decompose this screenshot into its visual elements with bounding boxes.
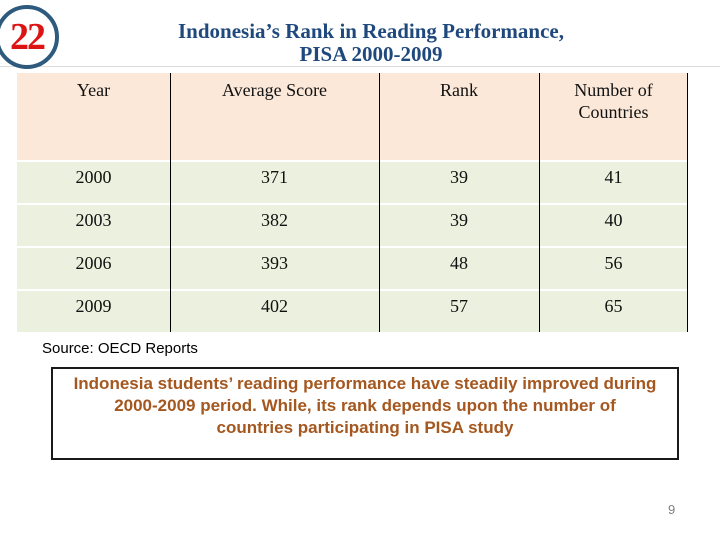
source-note: Source: OECD Reports <box>42 340 198 357</box>
table-cell-average-score: 382 <box>261 210 288 230</box>
table-cell-year: 2006 <box>75 253 112 273</box>
table-row: 2000 371 39 41 <box>17 162 688 203</box>
table-cell-rank: 48 <box>450 253 468 273</box>
table-cell-rank: 57 <box>450 296 468 316</box>
table-right-border <box>687 73 688 332</box>
table-cell-rank: 39 <box>450 210 468 230</box>
pisa-results-table: Year Average Score Rank Number of Countr… <box>17 73 688 332</box>
table-row: 2006 393 48 56 <box>17 248 688 289</box>
column-header-year: Year <box>76 80 111 100</box>
column-divider <box>539 73 540 332</box>
summary-note-line3: countries participating in PISA study <box>216 418 514 437</box>
page-title-line2: PISA 2000-2009 <box>299 42 443 66</box>
slide-number-badge-text: 22 <box>10 16 46 58</box>
column-header-number-of-countries: Number of Countries <box>574 80 653 122</box>
table-cell-average-score: 393 <box>261 253 288 273</box>
column-header-rank: Rank <box>440 80 478 100</box>
table-row: 2003 382 39 40 <box>17 205 688 246</box>
column-header-average-score: Average Score <box>221 80 328 100</box>
table-cell-number-of-countries: 40 <box>604 210 623 230</box>
page-title-line1: Indonesia’s Rank in Reading Performance, <box>178 19 564 43</box>
table-cell-average-score: 371 <box>261 167 288 187</box>
table-cell-number-of-countries: 65 <box>604 296 623 316</box>
column-divider <box>379 73 380 332</box>
divider-line <box>0 66 720 67</box>
summary-note-box: Indonesia students’ reading performance … <box>51 367 679 460</box>
summary-note-line2: 2000-2009 period. While, its rank depend… <box>114 396 616 415</box>
table-cell-year: 2003 <box>75 210 112 230</box>
table-header-row: Year Average Score Rank Number of Countr… <box>17 73 688 160</box>
table-row: 2009 402 57 65 <box>17 291 688 332</box>
table-cell-year: 2000 <box>75 167 112 187</box>
table-cell-year: 2009 <box>75 296 112 316</box>
page-title: Indonesia’s Rank in Reading Performance,… <box>130 20 612 66</box>
table-cell-number-of-countries: 41 <box>604 167 623 187</box>
slide-number-badge: 22 <box>0 5 59 69</box>
table-cell-number-of-countries: 56 <box>604 253 623 273</box>
page-number: 9 <box>668 502 676 517</box>
table-cell-average-score: 402 <box>261 296 288 316</box>
column-divider <box>170 73 171 332</box>
table-cell-rank: 39 <box>450 167 468 187</box>
summary-note-line1: Indonesia students’ reading performance … <box>73 374 657 393</box>
